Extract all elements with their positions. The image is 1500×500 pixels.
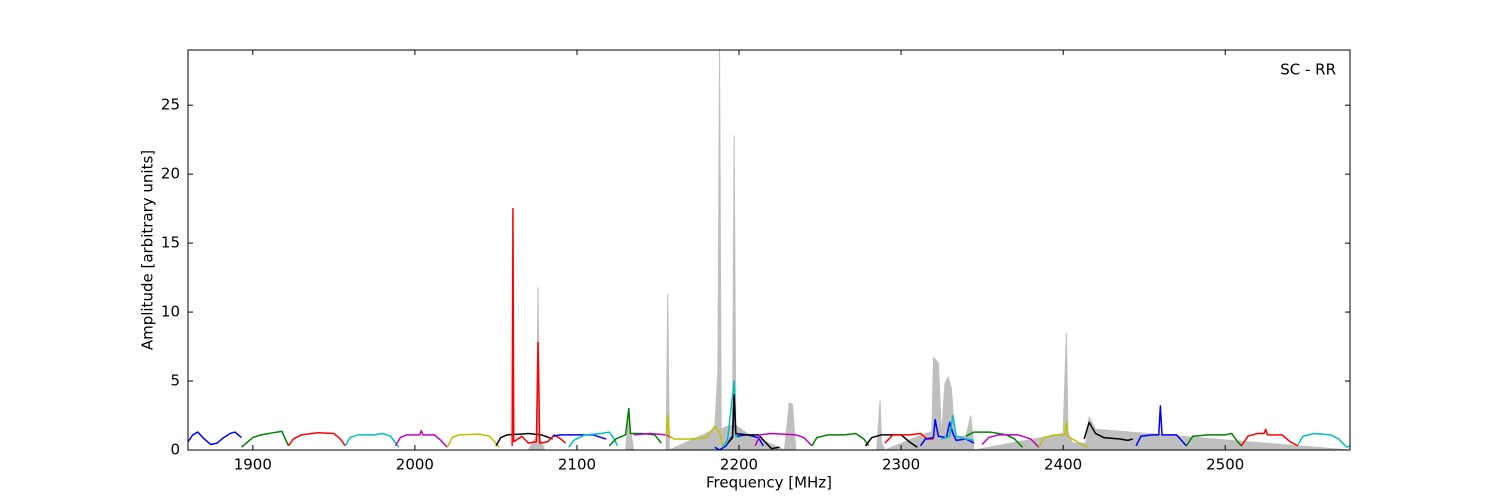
x-axis-label: Frequency [MHz]	[706, 474, 832, 492]
line	[1185, 432, 1242, 447]
line	[188, 431, 242, 446]
x-tick-label: 1900	[234, 456, 272, 474]
y-tick-label: 20	[161, 165, 180, 183]
area	[188, 50, 1350, 450]
x-tick-label: 2100	[558, 456, 596, 474]
y-tick-label: 5	[170, 372, 180, 390]
x-tick-label: 2200	[720, 456, 758, 474]
x-tick-label: 2400	[1044, 456, 1082, 474]
line	[864, 434, 918, 448]
line	[965, 431, 1024, 448]
line	[1038, 421, 1088, 448]
line	[240, 430, 290, 448]
axes-frame	[187, 49, 1351, 451]
y-axis-label: Amplitude [arbitrary units]	[139, 150, 157, 350]
line	[1083, 421, 1134, 442]
line	[394, 429, 448, 448]
y-tick-label: 15	[161, 234, 180, 252]
line	[981, 434, 1040, 448]
line	[344, 432, 400, 448]
line	[495, 432, 553, 447]
plot-area	[188, 50, 1350, 450]
line	[1135, 405, 1187, 447]
line	[811, 432, 870, 447]
x-tick-label: 2500	[1206, 456, 1244, 474]
line	[722, 380, 740, 448]
line	[665, 414, 724, 447]
line	[568, 431, 619, 448]
line	[446, 433, 500, 448]
x-tick-label: 2300	[882, 456, 920, 474]
line	[287, 432, 346, 447]
x-tick-label: 2000	[396, 456, 434, 474]
line	[633, 432, 672, 439]
y-tick-label: 10	[161, 303, 180, 321]
line	[608, 407, 662, 447]
line	[727, 394, 780, 450]
line	[1297, 432, 1350, 448]
y-tick-label: 25	[161, 96, 180, 114]
annotation: SC - RR	[1280, 61, 1336, 79]
y-tick-label: 0	[170, 441, 180, 459]
line	[941, 414, 975, 442]
line	[754, 432, 813, 447]
line	[1240, 428, 1299, 447]
